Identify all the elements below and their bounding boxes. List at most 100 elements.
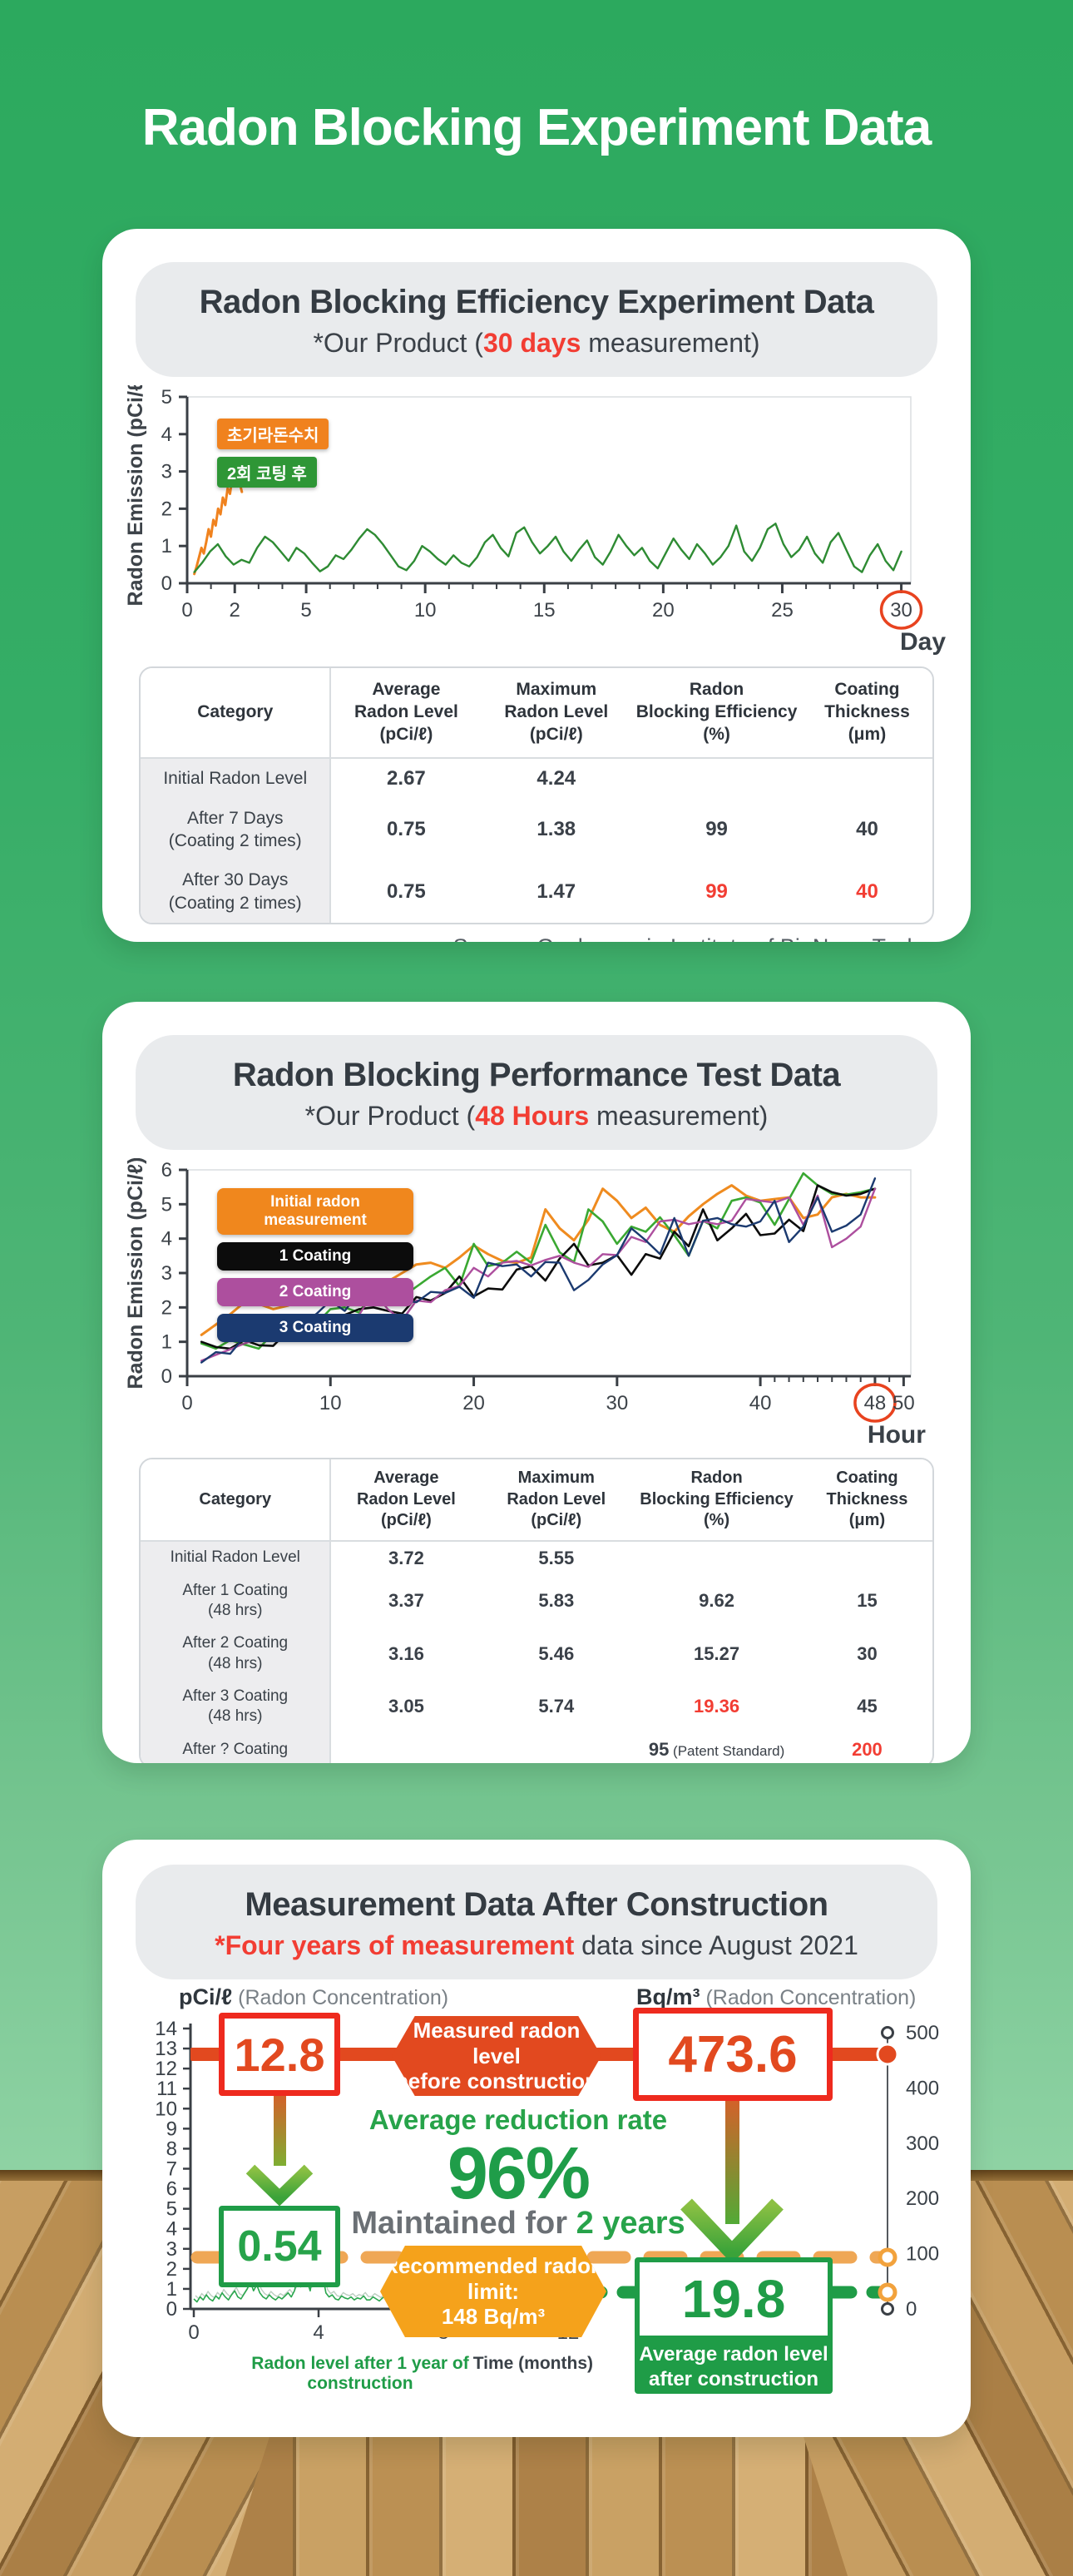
axis-tick-label: 5 [161, 386, 172, 409]
axis-tick-label: Hour [868, 1421, 926, 1449]
card3-title: Measurement Data After Construction [245, 1886, 828, 1923]
table-value-cell: 3.72 [388, 1547, 424, 1568]
legend-chip: 1 Coating [217, 1242, 413, 1271]
axis-tick-label: 100 [906, 2243, 939, 2266]
legend-chip: 초기라돈수치 [217, 419, 329, 449]
axis-tick-label: 6 [166, 2178, 177, 2201]
table-row: After 30 Days (Coating 2 times) 0.75 1.47 99… [141, 860, 932, 923]
axis-tick-label: 0 [181, 1392, 192, 1414]
axis-tick-label: 30 [606, 1392, 628, 1414]
legend-chip: 2회 코팅 후 [217, 457, 317, 488]
axis-tick-label: 3 [166, 2238, 177, 2261]
card1-subtitle-highlight: 30 days [482, 328, 581, 358]
axis-tick-label: 0 [161, 1365, 172, 1388]
table-header-cell: Category [141, 1459, 332, 1542]
axis-tick-label: 0 [906, 2298, 917, 2321]
axis-tick-label: 300 [906, 2133, 939, 2155]
card3-subtitle: *Four years of measurement data since Au… [215, 1930, 858, 1960]
table-row: After 7 Days (Coating 2 times) 0.75 1.38 99 4… [141, 798, 932, 861]
card-efficiency-experiment: Radon Blocking Efficiency Experiment Dat… [102, 229, 971, 942]
table-header-cell: Maximum Radon Level (pCi/ℓ) [481, 668, 632, 759]
axis-tick-label: 10 [155, 2098, 177, 2120]
table-value-cell [802, 758, 932, 799]
before-level-marker [876, 2043, 899, 2066]
axis-tick-label: 5 [300, 599, 311, 622]
before-level-banner: Measured radon level before construction [392, 2016, 601, 2096]
table-value-cell [631, 758, 802, 799]
card1-table: Category Average Radon Level (pCi/ℓ) Maximum… [141, 668, 932, 923]
limit-marker [878, 2247, 897, 2267]
mini-chart-time-label: Time (months) [472, 2354, 593, 2373]
table-header-cell: Average Radon Level (pCi/ℓ) [330, 668, 482, 759]
axis-tick-label: 5 [166, 2198, 177, 2221]
table-value-cell: 99 [705, 817, 728, 840]
legend-chip: Initial radon measurement [217, 1188, 413, 1235]
table-row: After 1 Coating (48 hrs) 3.37 5.83 9.62 15 [141, 1574, 932, 1628]
axis-tick-label: 15 [533, 599, 556, 622]
table-value-cell: 15.27 [694, 1642, 740, 1664]
axis-tick-label: 400 [906, 2077, 939, 2099]
table-value-cell: 5.55 [538, 1547, 575, 1568]
table-value-cell [802, 1541, 932, 1575]
axis-tick-label: 2 [230, 599, 240, 622]
axis-tick-label: 0 [166, 2298, 177, 2321]
table-value-cell: 19.36 [694, 1696, 740, 1717]
card2-table-wrap: Category Average Radon Level (pCi/ℓ) Maximum… [139, 1458, 934, 1763]
table-header-cell: Radon Blocking Efficiency (%) [631, 668, 802, 759]
axis-tick-label: 25 [771, 599, 794, 622]
axis-bottom-marker [881, 2302, 894, 2316]
radon-limit-banner: Recommended radon limit: 148 Bq/m³ [380, 2246, 606, 2337]
axis-tick-label: 4 [161, 424, 172, 446]
table-header-cell: Coating Thickness (μm) [801, 668, 932, 759]
table-value-cell: 1.47 [536, 879, 576, 903]
table-value-cell: 95 (Patent Standard) [648, 1738, 785, 1760]
axis-tick-label: 20 [462, 1392, 485, 1414]
reduction-rate-value: 96% [447, 2132, 591, 2214]
table-value-cell: 1.38 [536, 817, 576, 840]
left-axis-unit: pCi/ℓ (Radon Concentration) [179, 1984, 449, 2009]
card1-title: Radon Blocking Efficiency Experiment Dat… [199, 284, 874, 320]
axis-tick-label: Day [900, 628, 946, 656]
table-category-cell: Initial Radon Level [141, 757, 332, 799]
axis-tick-label: 10 [414, 599, 437, 622]
chart1-area: 0 1 2 3 4 5 0 2 5 10 15 20 25 30 Radon Emission (pCi/ℓ… [124, 385, 962, 660]
card2-title: Radon Blocking Performance Test Data [232, 1057, 841, 1093]
table-value-cell: 45 [857, 1696, 878, 1717]
axis-tick-label: 48 [864, 1392, 887, 1414]
maintained-years: 2 years [576, 2206, 685, 2241]
axis-tick-label: 3 [161, 461, 172, 483]
table-value-cell: 99 [705, 879, 728, 903]
after-level-bq-box: 19.8 [635, 2257, 833, 2341]
axis-tick-label: 4 [161, 1228, 172, 1251]
mini-chart-caption: Radon level after 1 year of construction [251, 2354, 469, 2393]
card3-subtitle-highlight: *Four years of measurement [215, 1930, 575, 1960]
axis-tick-label: 5 [161, 1193, 172, 1216]
table-value-cell: 40 [856, 817, 878, 840]
card1-table-wrap: Category Average Radon Level (pCi/ℓ) Maximum… [139, 666, 934, 924]
circled-tick [853, 1383, 897, 1423]
axis-tick-label: 7 [166, 2158, 177, 2181]
card2-subtitle: *Our Product (48 Hours measurement) [304, 1101, 769, 1131]
after-level-banner: Average radon level after construction [635, 2341, 833, 2394]
axis-tick-label: 0 [188, 2321, 199, 2344]
table-value-cell: 15 [857, 1590, 878, 1612]
table-value-cell: 0.75 [387, 879, 426, 903]
table-category-cell: After 7 Days (Coating 2 times) [141, 798, 332, 861]
card-after-construction: Measurement Data After Construction *Fou… [102, 1840, 971, 2437]
table-value-cell: 3.05 [388, 1696, 424, 1717]
table-value-cell: 5.83 [538, 1590, 575, 1612]
axis-tick-label: 2 [166, 2258, 177, 2281]
axis-tick-label: 40 [749, 1392, 772, 1414]
table-header-cell: Category [141, 668, 332, 759]
table-header-cell: Average Radon Level (pCi/ℓ) [330, 1459, 482, 1542]
table-row: After 2 Coating (48 hrs) 3.16 5.46 15.27 30 [141, 1627, 932, 1681]
axis-tick-label: 6 [161, 1159, 172, 1181]
table-row: Initial Radon Level 2.67 4.24 [141, 757, 932, 799]
card3-header: Measurement Data After Construction *Fou… [136, 1865, 937, 1979]
table-value-cell: 4.24 [536, 766, 576, 790]
reduction-rate-label: Average reduction rate [368, 2104, 668, 2135]
table-header-cell: Maximum Radon Level (pCi/ℓ) [481, 1459, 632, 1542]
axis-tick-label: 200 [906, 2187, 939, 2210]
axis-tick-label: 12 [155, 2058, 177, 2080]
